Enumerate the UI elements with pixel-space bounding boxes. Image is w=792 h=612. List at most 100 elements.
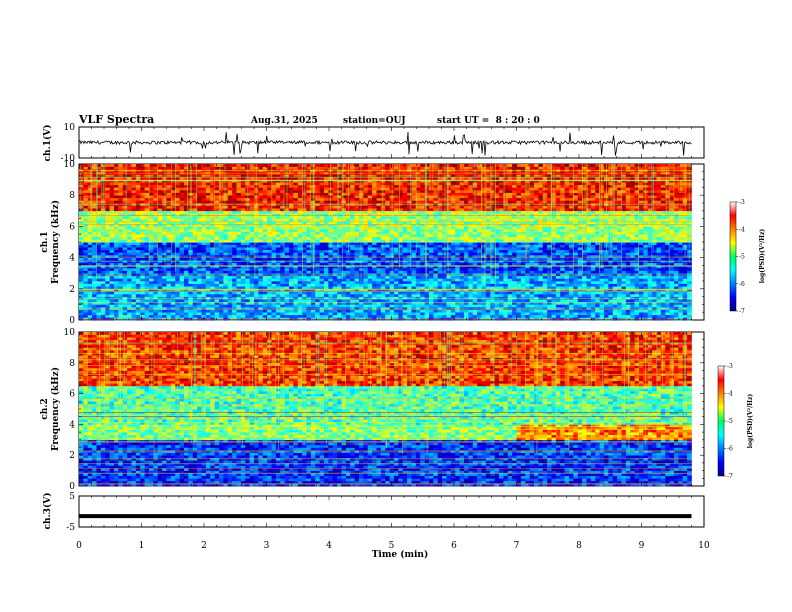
spectrogram-cell — [201, 257, 207, 261]
spectrogram-cell — [332, 208, 338, 212]
spectrogram-cell — [332, 184, 338, 188]
spectrogram-cell — [267, 309, 272, 313]
spectrogram-cell — [350, 221, 355, 225]
spectrogram-cell — [350, 187, 355, 191]
spectrogram-cell — [415, 288, 421, 292]
spectrogram-cell — [324, 210, 329, 214]
spectrogram-cell — [324, 213, 329, 217]
spectrogram-cell — [258, 184, 264, 188]
spectrogram-cell — [341, 317, 347, 321]
spectrogram-cell — [367, 229, 373, 232]
spectrogram-cell — [429, 270, 434, 274]
spectrogram-cell — [407, 260, 412, 264]
spectrogram-cell — [240, 312, 246, 316]
spectrogram-cell — [153, 171, 159, 175]
spectrogram-cell — [341, 226, 347, 230]
spectrogram-cell — [376, 187, 382, 191]
spectrogram-cell — [315, 239, 320, 243]
spectrogram-cell — [341, 278, 347, 282]
spectrogram-cell — [192, 226, 198, 230]
spectrogram-cell — [420, 208, 425, 212]
spectrogram-cell — [118, 231, 124, 235]
spectrogram-cell — [114, 257, 119, 261]
spectrogram-cell — [83, 184, 89, 188]
spectrogram-cell — [175, 301, 180, 305]
spectrogram-cell — [407, 187, 412, 191]
spectrogram-cell — [310, 299, 316, 303]
spectrogram-cell — [122, 195, 128, 199]
spectrogram-cell — [341, 190, 347, 193]
spectrogram-cell — [157, 291, 163, 295]
spectrogram-cell — [140, 200, 145, 204]
spectrogram-cell — [140, 231, 145, 235]
spectrogram-cell — [140, 286, 145, 290]
spectrogram-cell — [271, 317, 277, 321]
spectrogram-cell — [223, 166, 229, 170]
spectrogram-cell — [149, 187, 154, 191]
spectrogram-cell — [149, 244, 154, 248]
spectrogram-cell — [219, 309, 224, 313]
spectrogram-cell — [376, 309, 382, 313]
spectrogram-cell — [385, 317, 390, 321]
spectrogram-cell — [376, 234, 382, 238]
spectrogram-cell — [170, 312, 176, 316]
spectrogram-cell — [407, 218, 412, 222]
spectrogram-cell — [100, 249, 106, 253]
spectrogram-cell — [354, 200, 360, 204]
spectrogram-cell — [140, 242, 145, 245]
spectrogram-cell — [122, 294, 128, 297]
spectrogram-cell — [105, 174, 110, 178]
spectrogram-cell — [271, 236, 277, 240]
spectrogram-cell — [105, 234, 110, 238]
spectrogram-cell — [127, 249, 132, 253]
spectrogram-cell — [350, 166, 355, 170]
spectrogram-cell — [175, 252, 180, 256]
spectrogram-cell — [219, 210, 224, 214]
spectrogram-cell — [350, 192, 355, 196]
spectrogram-cell — [407, 249, 412, 253]
spectrogram-cell — [149, 260, 154, 264]
spectrogram-cell — [100, 294, 106, 297]
spectrogram-cell — [96, 226, 102, 230]
spectrogram-cell — [210, 239, 215, 243]
spectrogram-cell — [175, 278, 180, 282]
spectrogram-cell — [92, 286, 97, 290]
spectrogram-cell — [149, 192, 154, 196]
spectrogram-cell — [341, 307, 347, 310]
spectrogram-cell — [162, 283, 167, 287]
spectrogram-cell — [232, 218, 237, 222]
spectrogram-cell — [157, 236, 163, 240]
spectrogram-cell — [109, 164, 115, 167]
spectrogram-cell — [407, 216, 412, 219]
spectrogram-cell — [402, 205, 408, 209]
spectrogram-cell — [402, 223, 408, 227]
spectrogram-cell — [188, 255, 194, 258]
spectrogram-cell — [324, 255, 329, 258]
spectrogram-cell — [188, 307, 194, 310]
spectrogram-cell — [219, 205, 224, 209]
spectrogram-cell — [219, 312, 224, 316]
spectrogram-cell — [188, 221, 194, 225]
spectrogram-cell — [214, 182, 220, 186]
spectrogram-cell — [367, 182, 373, 186]
spectrogram-cell — [306, 197, 312, 201]
spectrogram-cell — [179, 236, 185, 240]
spectrogram-cell — [236, 184, 242, 188]
spectrogram-cell — [135, 213, 141, 217]
spectrogram-cell — [297, 288, 303, 292]
spectrogram-cell — [398, 221, 404, 225]
spectrogram-cell — [96, 244, 102, 248]
spectrogram-cell — [337, 226, 342, 230]
spectrogram-cell — [271, 229, 277, 232]
spectrogram-cell — [363, 234, 369, 238]
spectrogram-cell — [140, 314, 145, 318]
spectrogram-cell — [415, 294, 421, 297]
spectrogram-cell — [153, 242, 159, 245]
spectrogram-cell — [267, 314, 272, 318]
spectrogram-cell — [157, 200, 163, 204]
spectrogram-cell — [188, 286, 194, 290]
spectrogram-cell — [385, 309, 390, 313]
spectrogram-cell — [332, 221, 338, 225]
spectrogram-cell — [402, 244, 408, 248]
spectrogram-cell — [179, 218, 185, 222]
